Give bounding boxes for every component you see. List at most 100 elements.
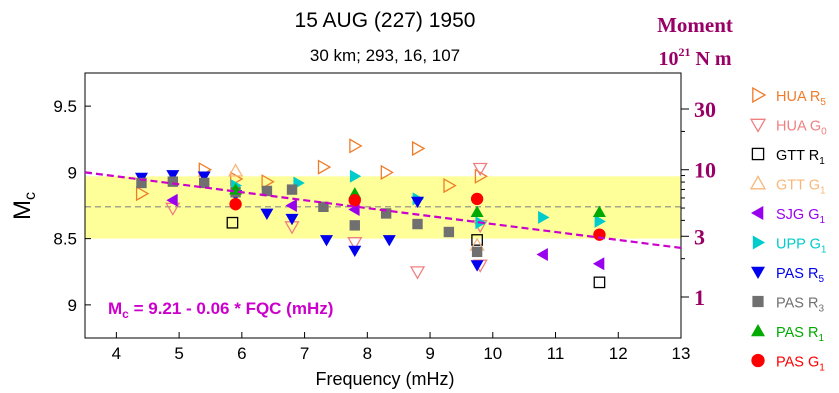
y-tick-label-1: 9: [68, 163, 77, 182]
point-series-7-10: [443, 226, 455, 238]
labels-layer: 4 5 6 7 8 9 10 11 12 13 9.5 9 8.5 9 30 10 3 1 15 AUG (227)…: [9, 9, 733, 389]
legend-marker-3: [749, 175, 767, 190]
point-series-0-0: [135, 185, 150, 202]
legend-label-sub-3: 1: [820, 186, 826, 197]
legend-label-sub-7: 3: [818, 304, 824, 315]
point-series-2-2: [593, 276, 606, 289]
legend-marker-5: [752, 235, 765, 250]
point-series-4-0: [166, 193, 178, 207]
point-series-6-9: [411, 196, 424, 208]
legend-marker-1: [749, 118, 767, 133]
legend-label-6: PAS R5: [776, 266, 824, 285]
point-series-9-2: [470, 192, 484, 206]
point-series-4-3: [536, 248, 548, 261]
legend-label-sub-2: 1: [819, 156, 825, 167]
x-tick-label-7: 7: [300, 344, 309, 363]
point-series-7-6: [318, 201, 329, 213]
legend-label-sub-9: 1: [819, 363, 825, 374]
fit-equation: Mc = 9.21 - 0.06 * FQC (mHz): [108, 299, 333, 321]
legend-marker-7: [752, 295, 764, 308]
right-tick-label-3: 3: [694, 224, 705, 249]
right-tick-label-30: 30: [694, 97, 716, 122]
legend-label-2: GTT R1: [776, 148, 825, 167]
point-series-7-0: [136, 177, 147, 189]
legend-label-0: HUA R5: [776, 89, 826, 108]
y-tick-label-0: 9.5: [53, 97, 77, 116]
point-series-5-2: [349, 169, 362, 183]
right-axis-unit-rest: N m: [690, 48, 731, 70]
right-axis-title-line1: Moment: [657, 13, 733, 37]
legend-label-3: GTT G1: [776, 178, 826, 197]
legend-label-name-0: HUA R: [776, 89, 820, 105]
legend-marker-9: [751, 353, 765, 368]
point-series-4-2: [348, 203, 360, 216]
y-tick-label-3: 9: [68, 296, 77, 315]
point-series-2-0: [226, 216, 239, 229]
point-series-8-2: [470, 205, 484, 217]
legend-marker-6: [751, 266, 765, 279]
point-series-6-6: [320, 235, 333, 247]
legend-label-name-8: PAS R: [776, 325, 818, 341]
legend-label-sub-8: 1: [818, 333, 824, 344]
fit-line-layer: [84, 171, 682, 249]
legend-label-name-6: PAS R: [776, 266, 818, 282]
point-series-3-0: [227, 163, 244, 177]
point-series-7-9: [412, 218, 423, 230]
point-series-0-3: [261, 174, 275, 190]
point-series-6-10: [470, 260, 484, 272]
point-series-6-1: [166, 170, 180, 182]
right-axis-unit-exponent: 21: [678, 45, 690, 59]
point-series-6-4: [260, 208, 274, 220]
x-tick-label-12: 12: [609, 344, 628, 363]
point-series-0-4: [317, 159, 332, 175]
point-series-7-7: [349, 220, 360, 231]
point-series-1-4: [472, 162, 488, 177]
point-series-8-3: [592, 205, 606, 217]
legend-label-7: PAS R3: [776, 296, 824, 315]
legend-label-5: UPP G1: [776, 237, 827, 256]
confidence-band-layer: [85, 176, 681, 239]
right-tick-label-1: 1: [694, 285, 705, 310]
x-tick-label-11: 11: [547, 344, 565, 363]
point-series-0-6: [380, 164, 394, 181]
fit-line: [84, 171, 682, 249]
x-axis-label: Frequency (mHz): [315, 369, 454, 389]
point-series-6-2: [197, 171, 211, 183]
x-tick-label-4: 4: [112, 344, 121, 363]
point-series-7-2: [199, 177, 210, 189]
y-axis-label-main: M: [9, 200, 36, 220]
right-axis-title-line2: 1021 N m: [658, 45, 731, 70]
point-series-7-8: [380, 208, 392, 219]
chart-title: 15 AUG (227) 1950: [295, 9, 476, 32]
fit-equation-main: M: [108, 299, 122, 318]
chart-subtitle: 30 km; 293, 16, 107: [310, 46, 460, 65]
legend-label-1: HUA G0: [776, 119, 827, 138]
legend-label-sub-4: 1: [820, 215, 826, 226]
point-series-7-11: [471, 246, 483, 258]
legend-label-9: PAS G1: [776, 355, 825, 374]
confidence-band: [85, 176, 681, 239]
y-tick-label-2: 8.5: [53, 230, 77, 249]
x-tick-label-8: 8: [363, 344, 372, 363]
legend-label-name-4: SJG G: [776, 207, 820, 223]
plot-frame: [84, 72, 682, 339]
legend-marker-4: [751, 206, 764, 220]
legend-label-name-1: HUA G: [776, 119, 821, 135]
y-axis-label: Mc: [9, 192, 39, 220]
point-series-4-1: [285, 199, 297, 212]
point-series-9-0: [229, 198, 242, 211]
point-series-9-1: [348, 194, 361, 207]
point-series-7-1: [167, 176, 179, 187]
legend-label-4: SJG G1: [776, 207, 826, 226]
fit-equation-rest: = 9.21 - 0.06 * FQC (mHz): [129, 299, 334, 318]
point-series-1-3: [409, 266, 426, 280]
legend-marker-2: [751, 147, 765, 161]
legend-label-name-9: PAS G: [776, 355, 819, 371]
x-tick-label-5: 5: [174, 344, 183, 363]
right-tick-label-10: 10: [694, 158, 716, 183]
point-series-0-7: [411, 140, 426, 157]
legend-label-sub-0: 5: [820, 97, 826, 108]
legend-label-name-7: PAS R: [776, 296, 818, 312]
